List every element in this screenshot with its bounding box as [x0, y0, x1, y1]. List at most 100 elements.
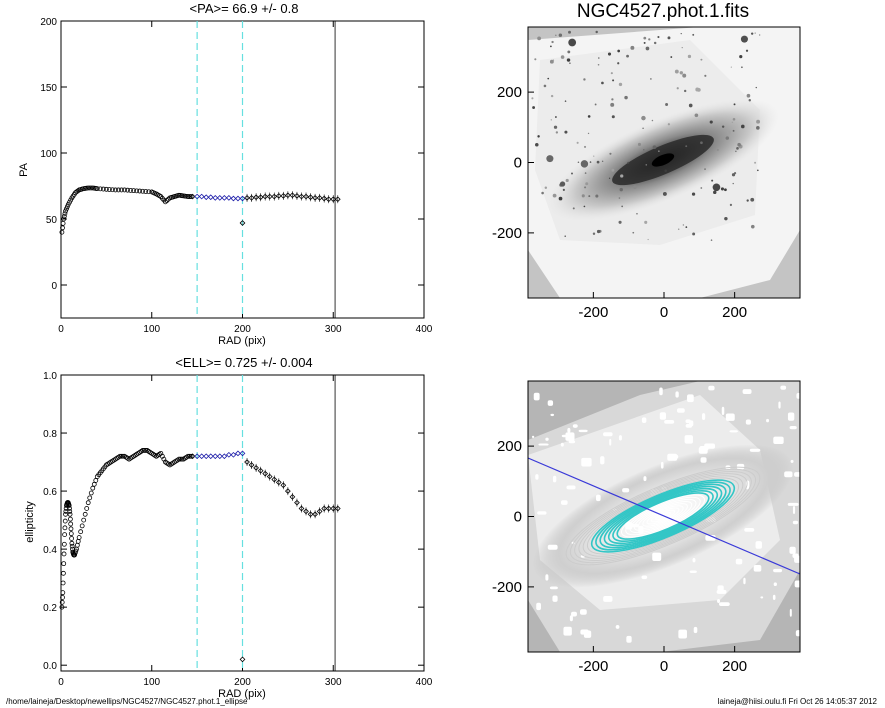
mask-blob — [685, 419, 691, 424]
isophote-ellipse — [607, 487, 719, 545]
star-dot — [553, 125, 558, 129]
ell-data-point — [88, 490, 94, 496]
star-dot — [725, 136, 729, 140]
star-dot — [544, 186, 548, 189]
ell-reference-lines — [196, 375, 336, 671]
star-dot — [537, 135, 540, 138]
mask-blob — [550, 413, 555, 417]
mask-blob — [794, 580, 800, 588]
star-dot — [583, 145, 587, 148]
mask-blob — [789, 546, 796, 554]
pa-data-point — [248, 195, 255, 201]
star-dot — [745, 49, 749, 52]
isophote-ellipse — [642, 505, 684, 527]
star-dot — [636, 213, 638, 215]
mask-blob — [789, 608, 792, 617]
pa-data-point — [63, 208, 68, 214]
ell-xlabel: RAD (pix) — [218, 688, 266, 700]
ell-data-point — [79, 523, 85, 529]
mask-blob — [717, 585, 724, 591]
mask-blob — [595, 494, 601, 502]
star-dot — [756, 119, 761, 124]
star-dot — [617, 62, 620, 65]
mask-blob — [721, 406, 725, 415]
star-dot — [645, 164, 648, 166]
position-angle-line — [528, 457, 800, 575]
mask-blob — [622, 488, 630, 493]
pa-xlabel: RAD (pix) — [218, 335, 266, 347]
star-dot — [677, 228, 680, 230]
mask-blob — [749, 448, 761, 452]
star-dot — [610, 102, 615, 107]
ell-data-point — [75, 538, 81, 544]
ell-data-point — [207, 453, 214, 460]
star-dot — [618, 197, 621, 199]
star-dot — [642, 127, 644, 129]
ell-data-point — [178, 456, 183, 462]
ell-data-point — [187, 453, 192, 459]
ell-ytick-label: 0.2 — [43, 603, 57, 614]
pa-data-point — [85, 185, 91, 191]
mask-blob — [561, 434, 567, 438]
star-dot — [750, 32, 754, 35]
ell-data-point — [271, 476, 278, 483]
mask-blob — [787, 412, 795, 421]
ell-data-points — [59, 448, 341, 663]
fits-image-bottom: -200 0 200 200 0 -200 — [492, 380, 801, 675]
ell-data-point — [60, 590, 66, 596]
ell-data-point — [68, 531, 74, 537]
mask-blob — [744, 528, 755, 532]
ell-data-point — [61, 570, 66, 576]
isophote-ellipse — [582, 475, 744, 557]
pa-data-point — [61, 213, 67, 219]
ell-ytick-label: 1.0 — [43, 371, 57, 382]
star-dot — [756, 125, 760, 130]
pa-panel: <PA>= 66.9 +/- 0.8 0 100 200 300 400 0 50 100 15… — [18, 1, 433, 347]
star-dot — [709, 120, 713, 124]
mask-blob — [641, 575, 648, 580]
ell-data-point — [62, 525, 68, 531]
pa-title: <PA>= 66.9 +/- 0.8 — [190, 1, 299, 16]
mask-blob — [531, 435, 535, 439]
star-dot — [587, 115, 591, 118]
star-dot — [652, 145, 657, 150]
mask-blob — [533, 392, 540, 401]
img-bot-xtick-label: 0 — [660, 658, 668, 675]
ell-data-point — [81, 517, 87, 523]
img-top-ytick-label: 0 — [514, 155, 522, 172]
mask-blob — [560, 500, 568, 505]
star-dot — [612, 79, 615, 82]
pa-xtick-label: 0 — [58, 324, 64, 335]
star-dot — [630, 45, 635, 50]
pa-ytick-label: 50 — [46, 215, 58, 226]
ell-data-point — [294, 499, 300, 506]
isophote-ellipse — [590, 479, 736, 553]
pa-data-point — [334, 196, 341, 203]
star-dot — [724, 188, 727, 192]
star-dot — [576, 141, 579, 144]
star-dot — [643, 41, 646, 44]
ell-data-point — [280, 482, 287, 489]
star-dot — [688, 103, 693, 108]
mask-blob — [560, 442, 564, 447]
star-dot — [596, 160, 600, 164]
ell-data-point — [60, 595, 65, 600]
star-dot — [554, 116, 557, 118]
ell-xtick-label: 300 — [325, 677, 342, 688]
pa-data-point — [235, 195, 241, 202]
mask-blob — [641, 417, 647, 424]
ell-panel: <ELL>= 0.725 +/- 0.004 0 100 200 300 4000.00… — [24, 355, 433, 700]
isophote-ellipse — [574, 470, 752, 562]
ell-data-point — [61, 551, 67, 557]
star-dot — [611, 115, 615, 119]
pa-data-point — [221, 195, 228, 201]
star-dot — [550, 119, 552, 121]
ell-data-point — [316, 508, 323, 515]
star-dot — [662, 191, 667, 196]
isophote-ellipse — [650, 509, 676, 523]
star-dot — [580, 160, 589, 168]
star-dot — [626, 54, 629, 58]
pa-data-point — [107, 187, 112, 192]
star-dot — [551, 40, 554, 44]
star-dot — [700, 58, 703, 61]
